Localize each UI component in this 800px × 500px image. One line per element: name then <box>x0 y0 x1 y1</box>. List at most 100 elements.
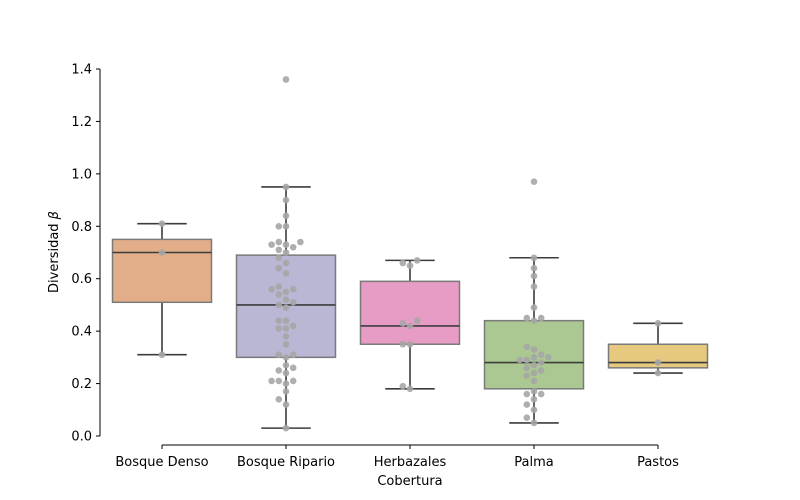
data-point <box>282 183 290 191</box>
data-point <box>282 380 290 387</box>
data-point <box>523 343 531 351</box>
data-point <box>282 354 290 361</box>
data-point <box>399 259 407 267</box>
data-point <box>530 369 538 377</box>
y-axis-title-text: Diversidad <box>47 219 62 293</box>
data-point <box>282 317 290 324</box>
data-point <box>523 314 531 322</box>
data-point <box>275 377 283 385</box>
data-point <box>268 285 275 293</box>
data-point <box>275 291 283 298</box>
data-point <box>530 388 538 395</box>
data-point <box>289 299 297 306</box>
data-point <box>530 354 538 361</box>
data-point <box>275 396 283 403</box>
data-point <box>413 257 421 264</box>
data-point <box>530 178 538 186</box>
y-tick-label: 1.0 <box>71 167 92 182</box>
box <box>111 238 213 304</box>
data-point <box>654 369 662 377</box>
data-point <box>282 196 290 204</box>
data-point <box>282 296 290 303</box>
data-point <box>268 241 275 248</box>
data-point <box>654 359 662 366</box>
data-point <box>530 283 538 290</box>
data-point <box>275 351 283 359</box>
y-tick-label: 0.2 <box>71 377 92 392</box>
data-point <box>275 246 283 254</box>
data-point <box>399 319 407 327</box>
data-points <box>158 76 662 432</box>
y-tick-label: 0.6 <box>71 272 92 287</box>
data-point <box>537 359 545 366</box>
y-tick-label: 0.4 <box>71 325 92 340</box>
data-point <box>282 325 290 332</box>
data-point <box>275 301 283 309</box>
y-axis-title: Diversidad β <box>47 211 62 293</box>
data-point <box>275 254 283 262</box>
data-point <box>530 254 538 262</box>
data-point <box>275 222 283 230</box>
data-point <box>158 249 166 256</box>
data-point <box>523 372 531 380</box>
data-point <box>289 285 297 293</box>
data-point <box>268 377 275 385</box>
data-point <box>282 76 290 83</box>
data-point <box>516 356 523 364</box>
data-point <box>406 322 414 330</box>
y-tick-label: 0.0 <box>71 430 92 445</box>
y-tick-label: 1.4 <box>71 63 92 78</box>
data-point <box>530 361 538 369</box>
data-point <box>523 401 531 408</box>
data-point <box>406 262 414 269</box>
x-tick-label: Pastos <box>637 455 679 470</box>
data-point <box>282 388 290 395</box>
data-point <box>537 351 545 359</box>
x-tick-label: Bosque Ripario <box>237 455 335 470</box>
data-point <box>275 238 283 246</box>
y-tick-label: 0.8 <box>71 220 92 235</box>
data-point <box>399 340 407 348</box>
data-point <box>282 222 290 230</box>
x-tick-label: Palma <box>514 455 553 470</box>
data-point <box>545 354 552 361</box>
y-axis-title-symbol: β <box>47 211 62 220</box>
data-point <box>523 414 531 421</box>
x-tick-label: Herbazales <box>374 455 447 470</box>
data-point <box>282 212 290 220</box>
data-point <box>530 406 538 414</box>
data-point <box>530 377 538 385</box>
x-axis-title: Cobertura <box>377 474 442 489</box>
data-point <box>158 220 166 227</box>
data-point <box>297 238 304 246</box>
data-point <box>282 259 290 267</box>
data-point <box>406 385 414 393</box>
data-point <box>289 243 297 251</box>
data-point <box>530 396 538 403</box>
data-point <box>282 241 290 248</box>
data-point <box>530 272 538 280</box>
data-point <box>289 377 297 385</box>
data-point <box>413 317 421 324</box>
data-point <box>282 270 290 277</box>
data-point <box>289 364 297 372</box>
data-point <box>275 283 283 290</box>
data-point <box>523 364 531 372</box>
data-point <box>523 390 531 398</box>
data-point <box>537 314 545 322</box>
data-point <box>282 249 290 256</box>
data-point <box>282 288 290 296</box>
data-point <box>158 351 166 359</box>
box <box>359 280 461 346</box>
data-point <box>399 382 407 390</box>
data-point <box>282 424 290 432</box>
data-point <box>275 264 283 272</box>
data-point <box>406 340 414 348</box>
data-point <box>289 351 297 359</box>
data-point <box>537 390 545 398</box>
data-point <box>530 304 538 311</box>
box-group <box>111 222 213 356</box>
data-point <box>530 264 538 272</box>
data-point <box>275 367 283 374</box>
